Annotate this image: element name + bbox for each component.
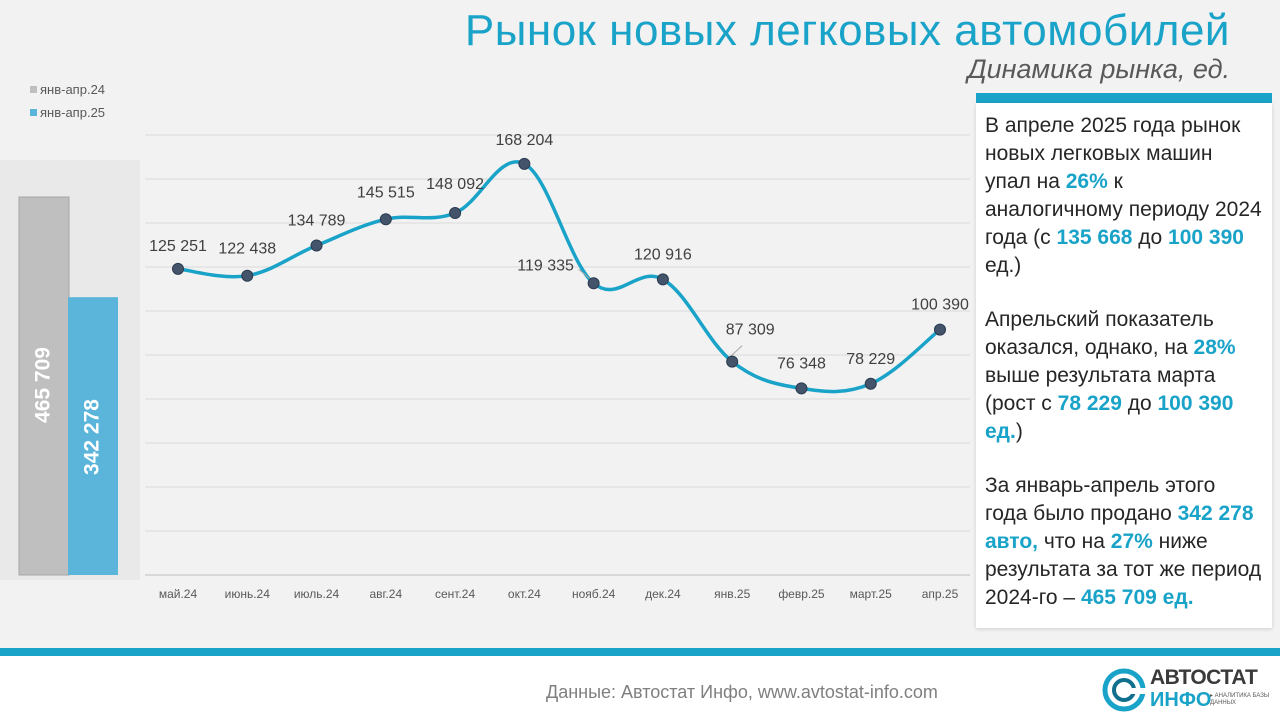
data-point [172,262,184,275]
info-highlight: 342 278 авто, [985,502,1254,553]
data-source: Данные: Автостат Инфо, www.avtostat-info… [546,682,938,702]
info-text: ) [1015,420,1023,443]
data-point [934,323,946,336]
data-point [310,239,323,252]
legend-swatch-2024 [30,86,37,93]
info-highlight: 100 390 ед. [985,392,1234,443]
data-label: 87 309 [726,322,775,339]
logo-emblem-icon [1102,668,1146,712]
info-text: к аналогичному периоду 2024 года (с [985,170,1262,249]
info-text: ниже результата за тот же период 2024-го… [985,530,1262,609]
legend-swatch-2025 [30,109,37,116]
info-paragraph-april-drop: В апреле 2025 года рынок новых легковых … [985,112,1262,280]
data-label-leader [728,345,743,358]
x-tick-label: февр.25 [778,587,825,601]
data-label: 76 348 [777,355,826,372]
data-point [656,273,669,286]
legend-item-2024: янв-апр.24 [30,78,105,101]
data-label: 100 390 [911,297,969,314]
legend: янв-апр.24 янв-апр.25 [30,78,105,124]
ytd-bar-label-2025: 342 278 [81,399,104,475]
data-point [518,157,531,170]
info-highlight: 78 229 [1057,392,1122,415]
info-paragraph-april-vs-march: Апрельский показатель оказался, однако, … [985,306,1262,446]
info-text: выше результата марта (рост с [985,364,1216,415]
data-point [587,277,600,290]
ytd-bar-2025 [68,297,118,575]
x-tick-label: окт.24 [508,587,541,601]
ytd-bar-label-2024: 465 709 [32,347,55,423]
data-point [449,206,462,219]
data-label: 148 092 [426,176,484,193]
legend-label-2025: янв-апр.25 [40,105,106,120]
data-point [379,213,392,226]
x-tick-label: дек.24 [645,587,681,601]
info-highlight: 135 668 [1056,226,1133,249]
data-label: 168 204 [495,132,553,149]
info-box: В апреле 2025 года рынок новых легковых … [976,103,1272,628]
page-subtitle: Динамика рынка, ед. [967,54,1230,84]
info-text: Апрельский показатель оказался, однако, … [985,308,1214,359]
ytd-bar-2024 [18,196,70,576]
data-point [241,269,254,282]
info-text: За январь-апрель этого года было продано [985,474,1216,525]
x-tick-label: июнь.24 [225,587,271,601]
info-highlight: 26% [1065,170,1108,193]
footer: Данные: Автостат Инфо, www.avtostat-info… [0,656,1280,723]
info-text: ед.) [985,254,1022,277]
legend-item-2025: янв-апр.25 [30,101,105,124]
info-highlight: 27% [1110,530,1153,553]
x-tick-label: апр.25 [922,587,959,601]
x-tick-label: сент.24 [435,587,475,601]
x-tick-label: янв.25 [714,587,751,601]
info-paragraph-ytd: За январь-апрель этого года было продано… [985,472,1262,612]
x-tick-label: июль.24 [294,587,340,601]
data-label-leader [578,268,591,280]
legend-label-2024: янв-апр.24 [40,82,106,97]
info-text: до [1132,226,1169,249]
logo-tagline: ▸ АНАЛИТИКА БАЗЫ ДАННЫХ [1210,693,1270,706]
data-label: 119 335 [517,257,574,274]
x-tick-label: май.24 [159,587,198,601]
data-point [726,355,739,368]
data-label: 120 916 [634,246,692,263]
x-tick-label: март.25 [850,587,893,601]
footer-band [0,648,1280,656]
avtostat-logo: АВТОСТАТ ИНФО ▸ АНАЛИТИКА БАЗЫ ДАННЫХ [1100,664,1270,716]
data-point [864,377,877,390]
data-label: 125 251 [149,238,207,255]
data-label: 122 438 [218,241,276,258]
data-label: 134 789 [288,213,346,230]
logo-sub: ИНФО [1150,689,1212,711]
x-tick-label: авг.24 [369,587,402,601]
data-label: 145 515 [357,184,415,201]
logo-name: АВТОСТАТ [1150,666,1258,689]
info-text: В апреле 2025 года рынок новых легковых … [985,114,1241,193]
market-chart: 465 709 342 278 125 251 май.24 122 438 июнь.2… [18,131,970,601]
info-highlight: 465 709 ед. [1080,586,1194,609]
data-label: 78 229 [846,351,895,368]
info-text: до [1121,392,1158,415]
info-highlight: 100 390 [1168,226,1244,249]
info-highlight: 28% [1193,336,1236,359]
info-text: что на [1037,530,1111,553]
page-title: Рынок новых легковых автомобилей [464,6,1230,55]
x-tick-label: нояб.24 [572,587,616,601]
info-box-tab [976,93,1272,103]
data-point [795,382,808,395]
